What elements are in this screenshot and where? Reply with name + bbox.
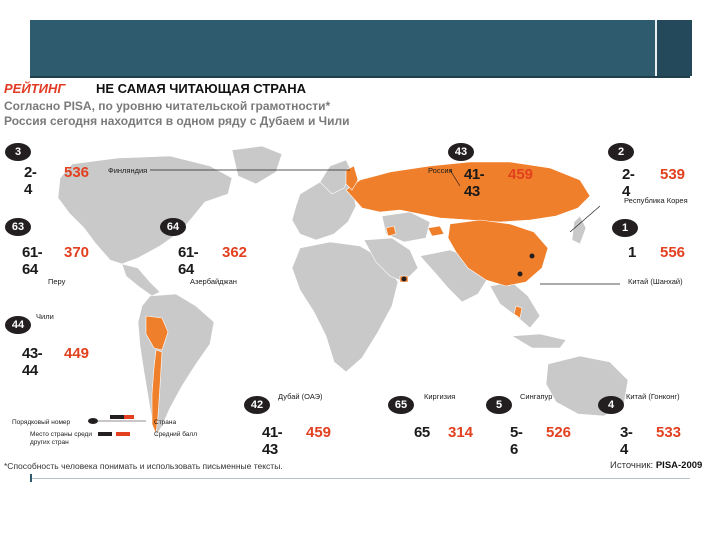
rank-badge: 3: [5, 143, 31, 161]
leader-russia: [449, 169, 461, 187]
country-label: Азербайджан: [190, 277, 237, 286]
score-text: 459: [306, 424, 332, 441]
country-label: Сингапур: [520, 392, 553, 401]
footnote: *Способность человека понимать и использ…: [4, 461, 283, 471]
place-text: 2-4: [622, 166, 635, 200]
map-finland: [345, 165, 359, 191]
map-china: [447, 219, 549, 287]
country-label: Дубай (ОАЭ): [278, 392, 323, 401]
rank-badge: 44: [5, 316, 31, 334]
place-text: 61-64: [178, 244, 199, 278]
map-singapore: [513, 305, 523, 319]
place-text: 2-4: [24, 164, 37, 198]
score-text: 459: [508, 166, 534, 183]
map-north-america: [57, 155, 233, 265]
score-text: 526: [546, 424, 572, 441]
leader-korea: [569, 205, 601, 233]
bottom-divider: [30, 478, 690, 479]
place-text: 43-44: [22, 345, 43, 379]
source-value: PISA-2009: [655, 460, 703, 471]
score-text: 556: [660, 244, 686, 261]
country-label: Киргизия: [424, 392, 456, 401]
country-label: Финляндия: [108, 166, 148, 175]
legend-place: Место страны среди других стран: [30, 431, 92, 446]
legend-country: Страна: [154, 419, 177, 426]
map-azerbaijan: [385, 225, 397, 237]
place-text: 3-4: [620, 424, 633, 458]
score-text: 370: [64, 244, 90, 261]
rank-badge: 42: [244, 396, 270, 414]
header-bar: [30, 20, 690, 76]
marker-dubai: [401, 276, 407, 282]
map-peru: [145, 315, 169, 351]
legend-icons: [88, 415, 146, 436]
rating-label: РЕЙТИНГ: [4, 81, 66, 96]
country-label: Россия: [428, 166, 453, 175]
rank-badge: 43: [448, 143, 474, 161]
rank-badge: 5: [486, 396, 512, 414]
legend-number: Порядковый номер: [12, 419, 71, 426]
place-text: 61-64: [22, 244, 43, 278]
score-text: 314: [448, 424, 474, 441]
place-text: 41-43: [262, 424, 283, 458]
chart-title: НЕ САМАЯ ЧИТАЮЩАЯ СТРАНА: [96, 81, 306, 96]
marker-shanghai: [529, 253, 535, 259]
bottom-tick: [30, 474, 32, 482]
marker-hongkong: [517, 271, 523, 277]
place-text: 5-6: [510, 424, 523, 458]
map-central-america: [121, 263, 161, 297]
world-map: [57, 145, 629, 437]
score-text: 539: [660, 166, 686, 183]
map-africa: [291, 241, 399, 373]
rank-badge: 1: [612, 219, 638, 237]
place-text: 1: [628, 244, 636, 261]
map-chile: [151, 349, 163, 435]
score-text: 536: [64, 164, 90, 181]
rank-badge: 65: [388, 396, 414, 414]
country-label: Перу: [48, 277, 66, 286]
score-text: 449: [64, 345, 90, 362]
map-russia: [345, 161, 591, 223]
map-kyrgyzstan: [427, 225, 445, 237]
rank-badge: 4: [598, 396, 624, 414]
legend-score: Средний балл: [154, 431, 198, 438]
country-label: Республика Корея: [624, 196, 688, 205]
place-text: 65: [414, 424, 430, 441]
country-label: Китай (Гонконг): [626, 392, 680, 401]
place-text: 41-43: [464, 166, 485, 200]
score-text: 362: [222, 244, 248, 261]
subtitle-line-2: Россия сегодня находится в одном ряду с …: [4, 114, 350, 128]
source-label: Источник:: [610, 460, 654, 471]
header-divider: [30, 76, 690, 78]
rank-badge: 63: [5, 218, 31, 236]
source: Источник: PISA-2009: [610, 460, 702, 471]
map-japan: [571, 215, 587, 245]
country-label: Чили: [36, 312, 54, 321]
map-europe: [291, 177, 357, 241]
rank-badge: 2: [608, 143, 634, 161]
map-southeast-asia: [489, 281, 541, 329]
map-greenland: [231, 145, 283, 185]
subtitle-line-1: Согласно PISA, по уровню читательской гр…: [4, 99, 331, 113]
map-middle-east: [363, 237, 419, 283]
country-label: Китай (Шанхай): [628, 277, 683, 286]
map-indonesia: [511, 333, 567, 349]
header-bar-accent: [655, 20, 692, 76]
rank-badge: 64: [160, 218, 186, 236]
score-text: 533: [656, 424, 682, 441]
